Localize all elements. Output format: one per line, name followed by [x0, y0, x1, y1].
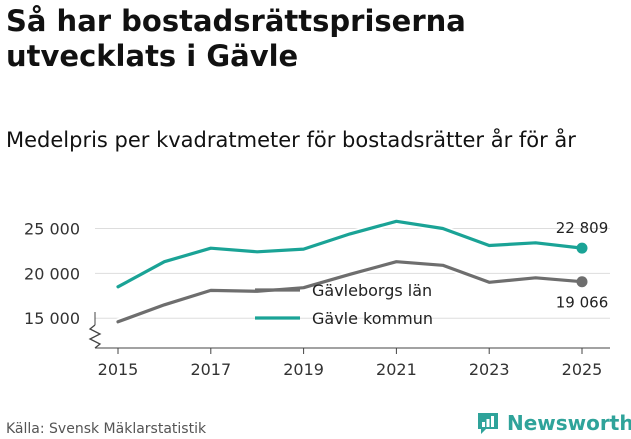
- brand-logo: Newsworthy: [475, 408, 631, 438]
- series-line: [116, 260, 584, 324]
- y-tick-label: 20 000: [24, 264, 80, 283]
- x-tick-label: 2021: [376, 360, 417, 379]
- legend-label: Gävleborgs län: [312, 281, 432, 300]
- end-value-label: 22 809: [556, 219, 609, 237]
- end-value-label: 19 066: [556, 294, 609, 312]
- chart-subtitle: Medelpris per kvadratmeter för bostadsrä…: [6, 128, 576, 152]
- x-tick-label: 2025: [562, 360, 603, 379]
- series-line: [116, 219, 584, 289]
- chart-title: Så har bostadsrättspriserna utvecklats i…: [6, 4, 466, 73]
- series-end-point: [576, 276, 588, 288]
- series-end-point: [576, 242, 588, 254]
- newsworthy-logo-icon: [478, 413, 498, 434]
- source-note: Källa: Svensk Mäklarstatistik: [6, 421, 207, 437]
- axis-break-icon: [88, 324, 102, 349]
- y-tick-label: 15 000: [24, 309, 80, 328]
- x-tick-label: 2015: [98, 360, 139, 379]
- y-tick-label: 25 000: [24, 219, 80, 238]
- x-tick-label: 2019: [283, 360, 324, 379]
- x-tick-label: 2023: [469, 360, 510, 379]
- brand-name: Newsworthy: [507, 411, 631, 435]
- x-tick-label: 2017: [190, 360, 231, 379]
- legend-label: Gävle kommun: [312, 309, 433, 328]
